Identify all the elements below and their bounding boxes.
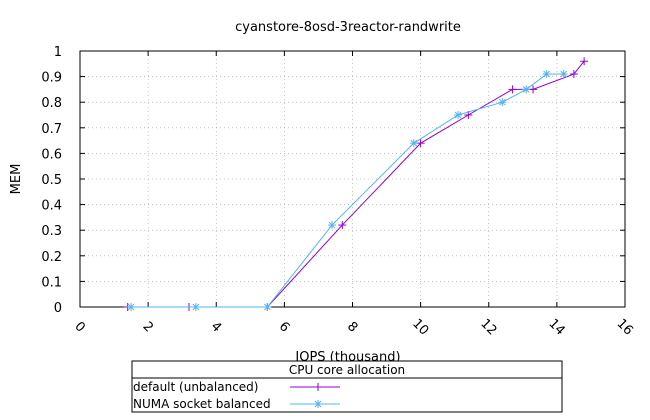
x-tick-label: 12 [477,316,499,338]
y-tick-label: 0.1 [41,275,62,290]
data-point [522,85,531,94]
data-point [191,303,200,311]
chart-title: cyanstore-8osd-3reactor-randwrite [235,20,461,35]
data-point [127,303,136,311]
legend-box [131,360,563,413]
x-tick-label: 16 [613,316,635,338]
data-point [508,85,517,94]
x-tick-label: 4 [208,319,224,335]
legend: CPU core allocation default (unbalanced)… [131,360,563,413]
y-tick-label: 0.5 [41,173,62,188]
legend-entry-label: NUMA socket balanced [133,397,271,411]
x-tick-label: 10 [409,316,431,338]
x-tick-label: 6 [276,319,292,335]
y-tick-label: 1 [54,45,62,60]
x-tick-label: 0 [71,319,87,335]
y-tick-label: 0 [54,301,62,316]
legend-swatch-marker [314,400,322,408]
y-tick-label: 0.8 [41,96,62,111]
y-tick-label: 0.9 [41,71,62,86]
legend-swatch-marker [314,383,322,391]
data-point [263,303,272,311]
legend-entry-label: default (unbalanced) [133,380,258,394]
x-tick-label: 2 [140,319,156,335]
legend-title: CPU core allocation [289,363,405,377]
grid [80,51,625,307]
data-point [409,139,418,148]
y-tick-label: 0.4 [41,199,62,214]
data-point [328,221,337,230]
data-point [542,70,551,79]
series-line [131,73,564,308]
data-point [416,139,425,148]
data-point [454,111,463,119]
y-tick-label: 0.2 [41,250,62,265]
data-point [580,57,589,66]
series-1 [127,70,568,311]
x-tick-label: 14 [545,316,567,338]
data-point [338,221,347,230]
legend-entries: default (unbalanced) NUMA socket balanced [133,380,340,411]
data-point [529,85,538,94]
y-tick-label: 0.7 [41,122,62,137]
axis-ticks: 0 2 4 6 8 10 12 14 16 0 0.1 0.2 0.3 0.4 0.5 0.6 0.7 0.8 0.… [41,45,635,339]
y-axis-label: MEM [9,164,24,195]
x-tick-label: 8 [344,319,360,335]
series-line [127,60,585,308]
data-point [498,98,507,107]
series-0 [123,57,589,311]
data-point [559,70,568,79]
series-group [123,57,589,311]
y-tick-label: 0.6 [41,147,62,162]
data-point [569,70,578,79]
y-tick-label: 0.3 [41,224,62,239]
